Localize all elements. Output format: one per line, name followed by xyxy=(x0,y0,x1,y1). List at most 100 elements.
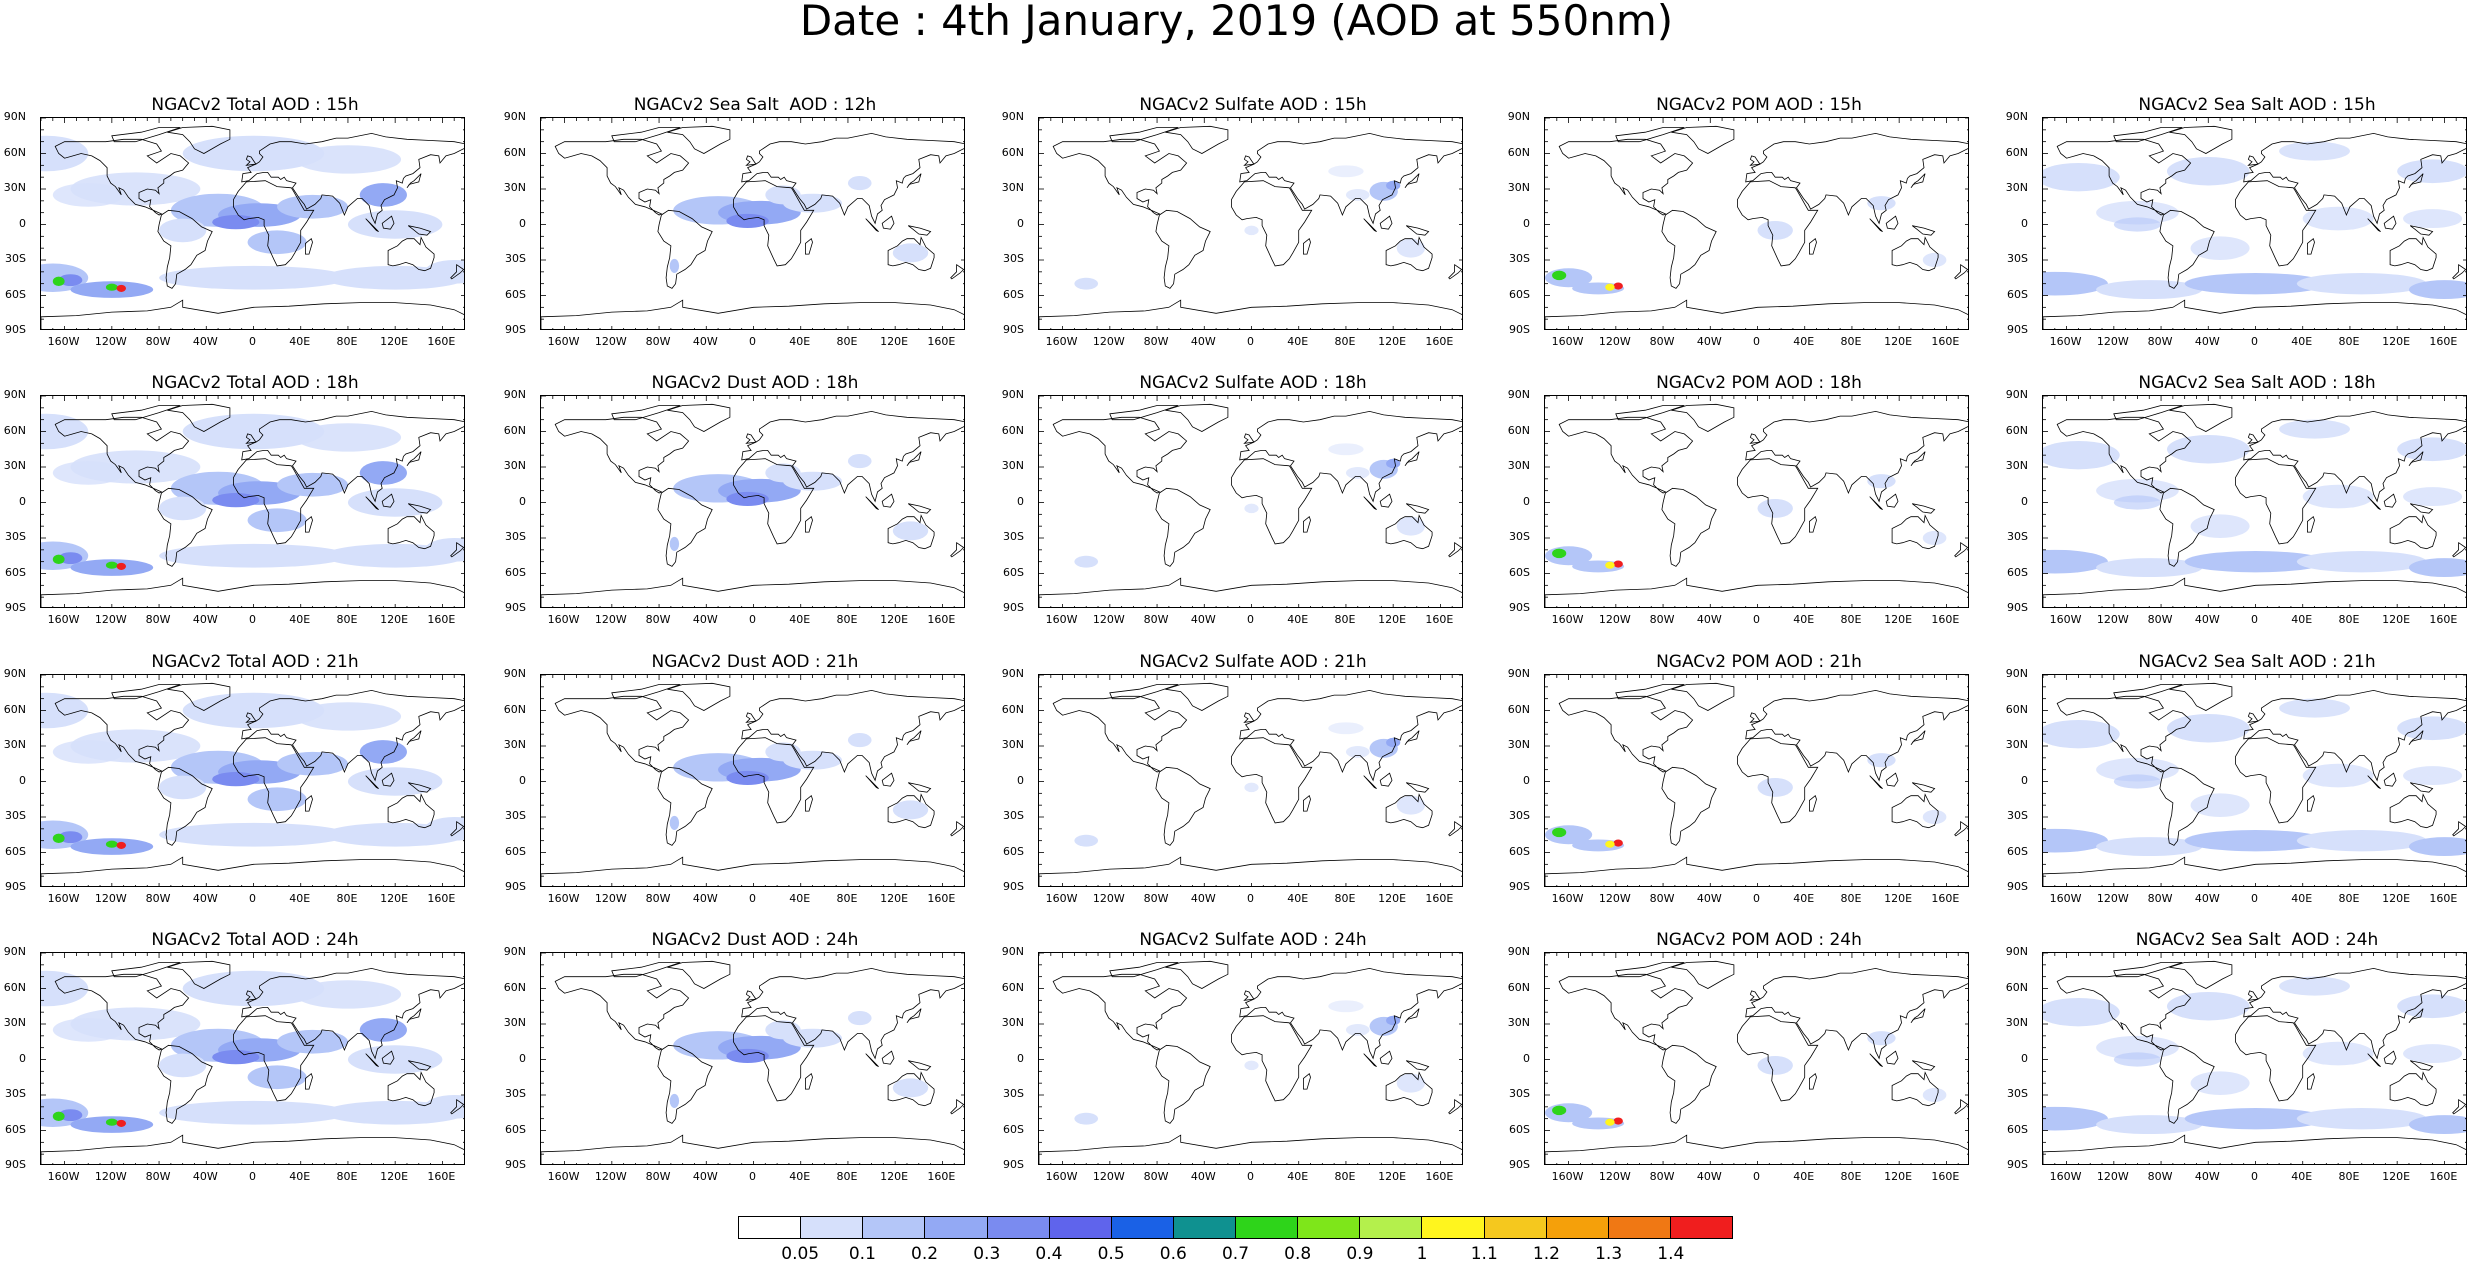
panel-title: NGACv2 Sea Salt AOD : 12h xyxy=(633,95,877,115)
latitude-label: 90S xyxy=(1003,880,1024,893)
aod-field xyxy=(2043,419,2466,578)
longitude-label: 160W xyxy=(47,1170,80,1183)
coastline xyxy=(865,218,879,232)
latitude-label: 0 xyxy=(519,216,526,230)
aod-field xyxy=(2043,141,2466,300)
longitude-label: 80E xyxy=(836,1170,858,1183)
coastline xyxy=(1671,682,1735,711)
coastline xyxy=(1869,775,1883,789)
colorbar-swatch xyxy=(1236,1217,1299,1238)
coastline xyxy=(381,1050,395,1065)
longitude-label: 80W xyxy=(645,892,671,905)
coastline xyxy=(657,766,713,846)
coastline xyxy=(2159,1044,2215,1124)
coastline xyxy=(1039,1134,1462,1164)
longitude-label: 80E xyxy=(336,613,358,626)
colorbar-label: 1 xyxy=(1416,1244,1428,1264)
longitude-label: 120W xyxy=(2096,892,2129,905)
coastline xyxy=(1239,689,1462,782)
map-panel: NGACv2 POM AOD : 18h 90N 60N 30N 0 30S 60S 90S 1… xyxy=(1504,373,1974,650)
coastline xyxy=(1379,493,1393,508)
longitude-label: 40E xyxy=(1793,613,1815,626)
map-ticks xyxy=(541,118,964,329)
coastline xyxy=(1885,1050,1899,1065)
aod-region xyxy=(1244,1060,1259,1071)
coastline xyxy=(804,516,813,533)
latitude-label: 0 xyxy=(19,494,26,508)
aod-region xyxy=(892,1078,929,1098)
coastlines xyxy=(1545,403,1968,607)
latitude-label: 0 xyxy=(2021,773,2028,787)
coastline xyxy=(1243,990,1255,1001)
aod-region xyxy=(2397,437,2466,462)
aod-region xyxy=(277,1029,348,1054)
coastline xyxy=(554,695,690,773)
map-ticks xyxy=(1039,675,1462,886)
coastline xyxy=(381,772,395,787)
latitude-label: 30S xyxy=(2007,809,2028,822)
coastline xyxy=(1243,712,1255,723)
coastline xyxy=(2306,238,2315,255)
longitude-label: 120W xyxy=(94,1170,127,1183)
coastline xyxy=(1404,451,1420,467)
coastline xyxy=(1155,487,1211,567)
latitude-label: 30N xyxy=(1507,181,1530,194)
map-panel: NGACv2 Sulfate AOD : 24h 90N 60N 30N 0 30S 60S… xyxy=(998,930,1468,1207)
map-frame xyxy=(1544,952,1969,1165)
panel-title: NGACv2 Sulfate AOD : 21h xyxy=(1139,652,1367,672)
aod-field xyxy=(1545,1031,1947,1130)
latitude-label: 0 xyxy=(19,216,26,230)
coastline xyxy=(1404,173,1420,189)
aod-region xyxy=(1605,283,1615,291)
latitude-label: 0 xyxy=(1523,773,1530,787)
coastline xyxy=(732,1015,815,1102)
longitude-label: 120E xyxy=(1378,335,1407,348)
coastlines xyxy=(1039,403,1462,607)
longitude-label: 80E xyxy=(1840,892,1862,905)
longitude-label: 160E xyxy=(927,613,956,626)
coastline xyxy=(1302,1073,1311,1090)
longitude-label: 40W xyxy=(2194,892,2220,905)
coastline xyxy=(950,263,964,280)
coastline xyxy=(1052,695,1188,773)
longitude-label: 120E xyxy=(2382,613,2411,626)
aod-region xyxy=(1345,746,1370,758)
aod-region xyxy=(2279,419,2350,439)
coastline xyxy=(2159,209,2215,289)
world-map xyxy=(1545,118,1968,329)
coastlines xyxy=(41,960,464,1164)
longitude-label: 160E xyxy=(2429,613,2458,626)
coastline xyxy=(745,712,757,723)
coastline xyxy=(1869,496,1883,510)
latitude-label: 90S xyxy=(1509,1158,1530,1171)
longitude-label: 40E xyxy=(2291,892,2313,905)
aod-field xyxy=(41,692,464,855)
coastline xyxy=(667,403,731,432)
longitude-label: 40W xyxy=(1190,613,1216,626)
aod-region xyxy=(247,508,307,533)
longitude-label: 120E xyxy=(880,892,909,905)
latitude-label: 30N xyxy=(3,459,26,472)
longitude-label: 120E xyxy=(2382,892,2411,905)
coastline xyxy=(804,238,813,255)
latitude-label: 60S xyxy=(5,287,26,301)
aod-field xyxy=(41,135,464,298)
coastline xyxy=(1671,403,1735,432)
map-panel: NGACv2 Total AOD : 15h 90N 60N 30N 0 30S 60S 90… xyxy=(0,95,470,372)
aod-region xyxy=(2096,837,2203,857)
coastline xyxy=(2389,1071,2437,1107)
aod-region xyxy=(1074,555,1099,568)
coastlines xyxy=(2043,682,2466,886)
aod-region xyxy=(294,702,402,731)
latitude-label: 30N xyxy=(1507,459,1530,472)
aod-region xyxy=(2279,976,2350,996)
panel-title: NGACv2 Total AOD : 24h xyxy=(151,930,359,950)
coastline xyxy=(2113,127,2183,143)
longitude-label: 0 xyxy=(1753,335,1760,348)
aod-region xyxy=(247,1065,307,1090)
coastline xyxy=(1230,458,1313,545)
aod-region xyxy=(2190,793,2250,817)
aod-region xyxy=(726,770,769,786)
map-ticks xyxy=(541,396,964,607)
coastline xyxy=(1448,263,1462,280)
